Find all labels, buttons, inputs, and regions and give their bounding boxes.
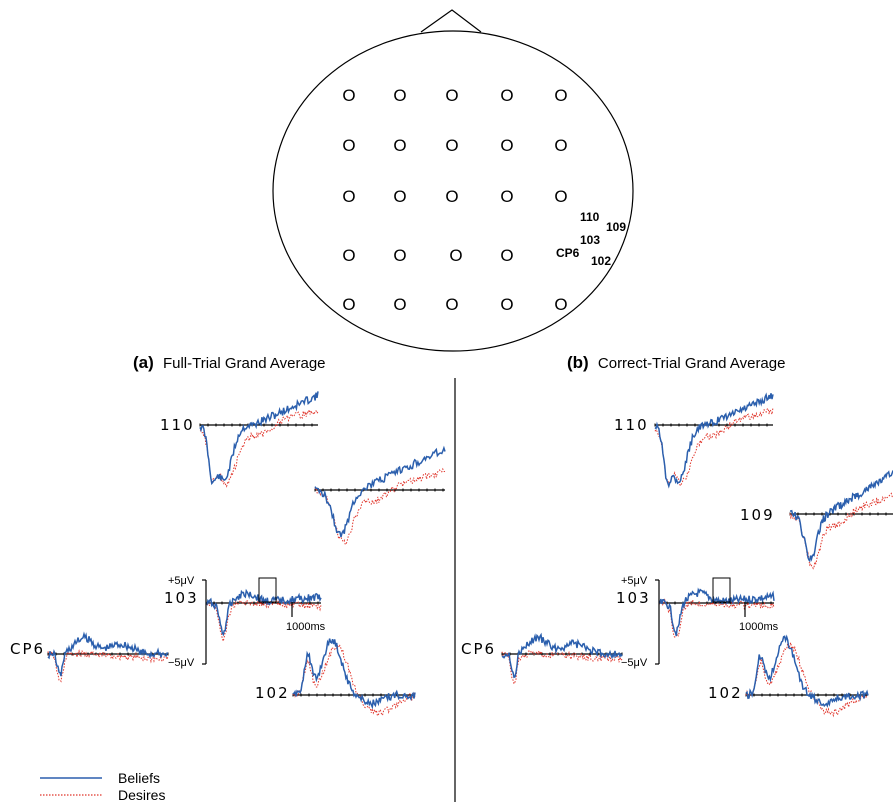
scale-bar-b: +5μV −5μV 1000ms (621, 575, 779, 669)
desires-trace (501, 649, 623, 686)
scale-plus-b: +5μV (621, 575, 648, 587)
scale-time-a: 1000ms (286, 621, 326, 633)
desires-trace (199, 408, 319, 488)
desires-trace (47, 648, 169, 683)
electrode-marker: O (445, 86, 458, 105)
wave-label-a-cp6: CP6 (10, 640, 45, 658)
waveform-a-102 (292, 638, 416, 717)
electrode-marker: O (449, 246, 462, 265)
beliefs-trace (789, 470, 893, 563)
wave-label-b-103: 103 (616, 589, 651, 607)
waveform-a-109 (314, 445, 446, 546)
electrode-marker: O (342, 86, 355, 105)
wave-label-a-102: 102 (255, 684, 290, 702)
head-map: O O O O O O O O O O O O O O O O O O O O O O O O 110 109 103 CP6… (272, 9, 634, 352)
electrode-marker: O (393, 295, 406, 314)
electrode-marker: O (393, 136, 406, 155)
electrode-marker: O (393, 86, 406, 105)
waveform-b-cp6 (501, 632, 623, 686)
electrode-marker: O (445, 136, 458, 155)
channel-label-cp6: CP6 (556, 246, 580, 260)
channel-label-103: 103 (580, 233, 600, 247)
electrode-marker: O (342, 246, 355, 265)
scale-time-b: 1000ms (739, 621, 779, 633)
electrode-marker: O (500, 295, 513, 314)
electrode-marker: O (342, 136, 355, 155)
panel-a: 110 103 CP6 102 +5μV −5μV 1000ms (10, 391, 446, 717)
waveform-b-102 (745, 634, 869, 718)
channel-label-102: 102 (591, 254, 611, 268)
electrode-marker: O (500, 86, 513, 105)
electrode-grid: O O O O O O O O O O O O O O O O O O O O O O O O (342, 86, 567, 314)
wave-label-b-102: 102 (708, 684, 743, 702)
electrode-marker: O (393, 246, 406, 265)
electrode-marker: O (393, 187, 406, 206)
beliefs-trace (745, 634, 869, 708)
electrode-marker: O (500, 136, 513, 155)
beliefs-trace (199, 391, 319, 486)
channel-label-110: 110 (580, 210, 600, 224)
electrode-marker: O (554, 136, 567, 155)
panel-a-title-text: Full-Trial Grand Average (163, 355, 326, 372)
electrode-marker: O (554, 295, 567, 314)
scale-minus-a: −5μV (168, 657, 195, 669)
panel-b-title-text: Correct-Trial Grand Average (598, 355, 786, 372)
desires-trace (314, 467, 446, 546)
desires-trace (292, 644, 416, 717)
electrode-marker: O (342, 187, 355, 206)
scale-bar-a: +5μV −5μV 1000ms (168, 575, 326, 669)
electrode-marker: O (445, 295, 458, 314)
electrode-marker: O (554, 86, 567, 105)
legend-desires-label: Desires (118, 787, 165, 802)
waveform-a-103 (205, 588, 322, 643)
scale-plus-a: +5μV (168, 575, 195, 587)
beliefs-trace (501, 632, 623, 679)
wave-label-b-cp6: CP6 (461, 640, 496, 658)
waveform-b-110 (654, 392, 774, 489)
electrode-marker: O (554, 187, 567, 206)
wave-label-a-103: 103 (164, 589, 199, 607)
electrode-marker: O (342, 295, 355, 314)
panel-b: 110 109 103 CP6 102 +5μV −5μV 1000ms (461, 392, 893, 718)
beliefs-trace (205, 588, 322, 637)
panel-b-title: (b) Correct-Trial Grand Average (567, 353, 785, 372)
channel-label-109: 109 (606, 220, 626, 234)
waveform-b-103 (658, 587, 775, 639)
electrode-marker: O (500, 246, 513, 265)
electrode-marker: O (445, 187, 458, 206)
desires-trace (205, 599, 322, 643)
beliefs-trace (314, 445, 446, 538)
wave-label-a-110: 110 (160, 416, 195, 434)
wave-label-b-110: 110 (614, 416, 649, 434)
waveform-b-109 (789, 470, 893, 570)
head-outline (272, 30, 634, 352)
beliefs-trace (658, 587, 775, 637)
beliefs-trace (47, 631, 168, 677)
desires-trace (658, 597, 775, 639)
panel-a-tag: (a) (133, 353, 154, 372)
panel-b-tag: (b) (567, 353, 589, 372)
analysis-window-b (712, 577, 731, 603)
analysis-window-a (258, 577, 277, 603)
panel-a-title: (a) Full-Trial Grand Average (133, 353, 326, 372)
head-nose (420, 9, 482, 33)
scale-minus-b: −5μV (621, 657, 648, 669)
legend-beliefs-label: Beliefs (118, 770, 160, 786)
waveform-a-cp6 (47, 631, 169, 683)
legend: Beliefs Desires (40, 770, 165, 802)
waveform-a-110 (199, 391, 319, 488)
beliefs-trace (292, 638, 416, 710)
wave-label-b-109: 109 (740, 506, 775, 524)
desires-trace (745, 642, 869, 718)
beliefs-trace (654, 392, 774, 489)
electrode-marker: O (500, 187, 513, 206)
desires-trace (654, 407, 774, 487)
